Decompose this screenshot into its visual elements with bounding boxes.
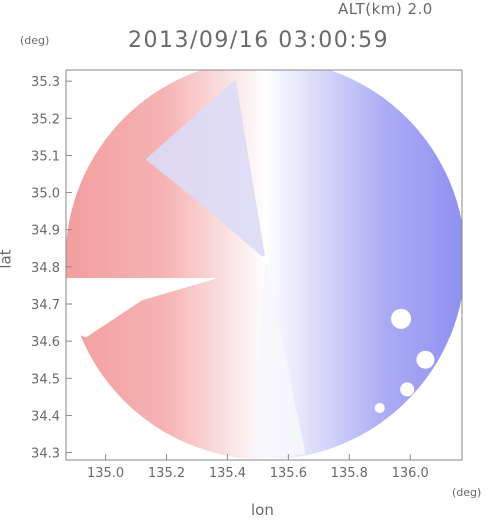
y-tick-label: 35.0: [31, 187, 60, 202]
y-tick-label: 35.1: [31, 149, 60, 164]
x-tick-label: 135.2: [148, 466, 185, 481]
x-axis-unit: (deg): [452, 486, 482, 499]
x-tick-label: 136.0: [392, 466, 429, 481]
chart-title-timestamp: 2013/09/16 03:00:59: [128, 28, 390, 53]
negative-velocity-region: [265, 70, 462, 460]
y-tick-label: 34.7: [31, 298, 60, 313]
radar-site-marker: [261, 255, 270, 264]
y-tick-label: 34.8: [31, 261, 60, 276]
x-tick-label: 135.0: [87, 466, 124, 481]
y-tick-label: 35.2: [31, 112, 60, 127]
echo-gap: [374, 403, 385, 413]
x-tick-label: 135.4: [209, 466, 246, 481]
y-tick-label: 34.9: [31, 224, 60, 239]
y-tick-label: 34.4: [31, 409, 60, 424]
x-tick-label: 135.6: [270, 466, 307, 481]
echo-gap: [391, 308, 412, 329]
altitude-label: ALT(km) 2.0: [338, 0, 433, 18]
y-tick-label: 34.3: [31, 447, 60, 462]
y-axis-unit: (deg): [20, 34, 50, 47]
echo-gap: [400, 382, 415, 397]
no-data-gap: [66, 278, 219, 338]
velocity-field: [66, 70, 462, 460]
north-west-shear-zone: [145, 79, 266, 260]
zero-velocity-band: [250, 259, 306, 460]
y-tick-label: 34.6: [31, 335, 60, 350]
echo-gap: [416, 350, 435, 369]
y-tick-label: 35.3: [31, 75, 60, 90]
x-tick-label: 135.8: [331, 466, 368, 481]
y-tick-label: 34.5: [31, 372, 60, 387]
plot-frame: [65, 69, 463, 461]
x-axis-label: lon: [251, 501, 274, 519]
